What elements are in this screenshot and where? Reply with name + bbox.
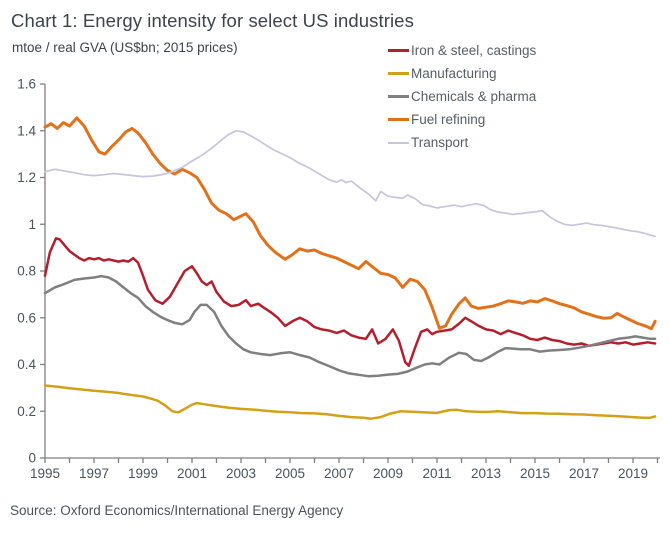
y-tick-label: 1 [28, 217, 36, 232]
x-tick-label: 2005 [275, 466, 305, 481]
y-tick-label: 0.8 [17, 264, 36, 279]
chart-units-label: mtoe / real GVA (US$bn; 2015 prices) [12, 40, 238, 55]
y-tick-label: 1.2 [17, 170, 36, 185]
x-tick-label: 2019 [618, 466, 648, 481]
x-tick-label: 1995 [30, 466, 60, 481]
legend-item: Chemicals & pharma [388, 85, 536, 108]
legend: Iron & steel, castings Manufacturing Che… [388, 39, 536, 154]
x-tick-label: 2013 [471, 466, 501, 481]
x-tick-label: 2009 [373, 466, 403, 481]
series-line-manufacturing [43, 384, 657, 420]
legend-line-swatch-transport [388, 141, 409, 144]
y-tick-label: 0.4 [17, 357, 36, 372]
y-tick-label: 0.6 [17, 310, 36, 325]
x-tick-label: 2001 [177, 466, 207, 481]
x-tick-label: 1999 [128, 466, 158, 481]
legend-item: Manufacturing [388, 62, 536, 85]
legend-label: Fuel refining [411, 112, 486, 127]
series-line-iron-steel-castings [43, 237, 657, 367]
y-tick-label: 0.2 [17, 404, 36, 419]
series-line-fuel-refining [43, 116, 657, 331]
x-tick-label: 2011 [422, 466, 451, 481]
legend-label: Iron & steel, castings [411, 43, 537, 58]
legend-line-swatch-manufacturing [388, 72, 409, 75]
legend-line-swatch-fuel-refining [388, 118, 409, 121]
chart-title: Chart 1: Energy intensity for select US … [11, 10, 414, 31]
legend-label: Transport [411, 135, 469, 150]
series-line-transport [44, 129, 656, 238]
x-tick-label: 2003 [226, 466, 256, 481]
y-tick-label: 1.6 [17, 77, 36, 92]
legend-line-swatch-iron-steel [388, 49, 409, 52]
source-note: Source: Oxford Economics/International E… [10, 503, 344, 518]
y-tick-label: 0 [28, 451, 36, 466]
legend-item: Transport [388, 131, 536, 154]
x-tick-label: 1997 [79, 466, 109, 481]
x-tick-label: 2007 [324, 466, 354, 481]
x-tick-label: 2015 [520, 466, 550, 481]
x-tick-label: 2017 [569, 466, 599, 481]
legend-label: Manufacturing [411, 66, 497, 81]
legend-item: Fuel refining [388, 108, 536, 131]
y-tick-label: 1.4 [17, 123, 36, 138]
legend-line-swatch-chemicals [388, 95, 409, 98]
legend-label: Chemicals & pharma [411, 89, 537, 104]
legend-item: Iron & steel, castings [388, 39, 536, 62]
series-line-chemicals-pharma [43, 274, 657, 378]
axes: 0 0.2 0.4 0.6 0.8 1 1.2 1.4 1.6 1995 1997 1999 2001 2… [17, 77, 660, 481]
